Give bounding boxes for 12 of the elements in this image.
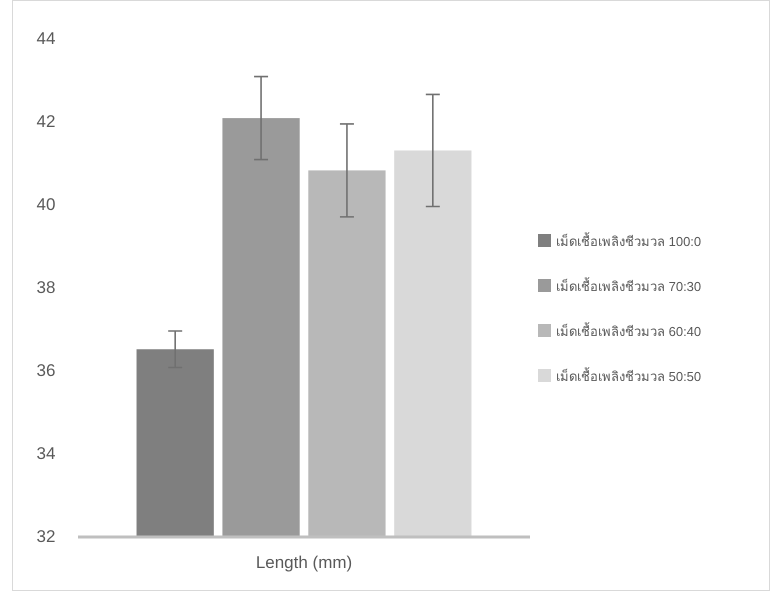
y-tick-label: 44	[36, 29, 56, 48]
x-tick-label: Length (mm)	[256, 553, 352, 572]
y-tick-label: 34	[36, 444, 56, 463]
legend-label: เม็ดเชื้อเพลิงชีวมวล 70:30	[556, 277, 702, 294]
y-tick-label: 36	[36, 361, 56, 380]
y-tick-label: 38	[36, 278, 56, 297]
legend-label: เม็ดเชื้อเพลิงชีวมวล 100:0	[556, 232, 702, 249]
legend-label: เม็ดเชื้อเพลิงชีวมวล 60:40	[556, 322, 702, 339]
y-tick-label: 40	[36, 195, 56, 214]
y-tick-label: 42	[36, 112, 56, 131]
y-tick-label: 32	[36, 527, 56, 546]
legend-label: เม็ดเชื้อเพลิงชีวมวล 50:50	[556, 367, 702, 384]
